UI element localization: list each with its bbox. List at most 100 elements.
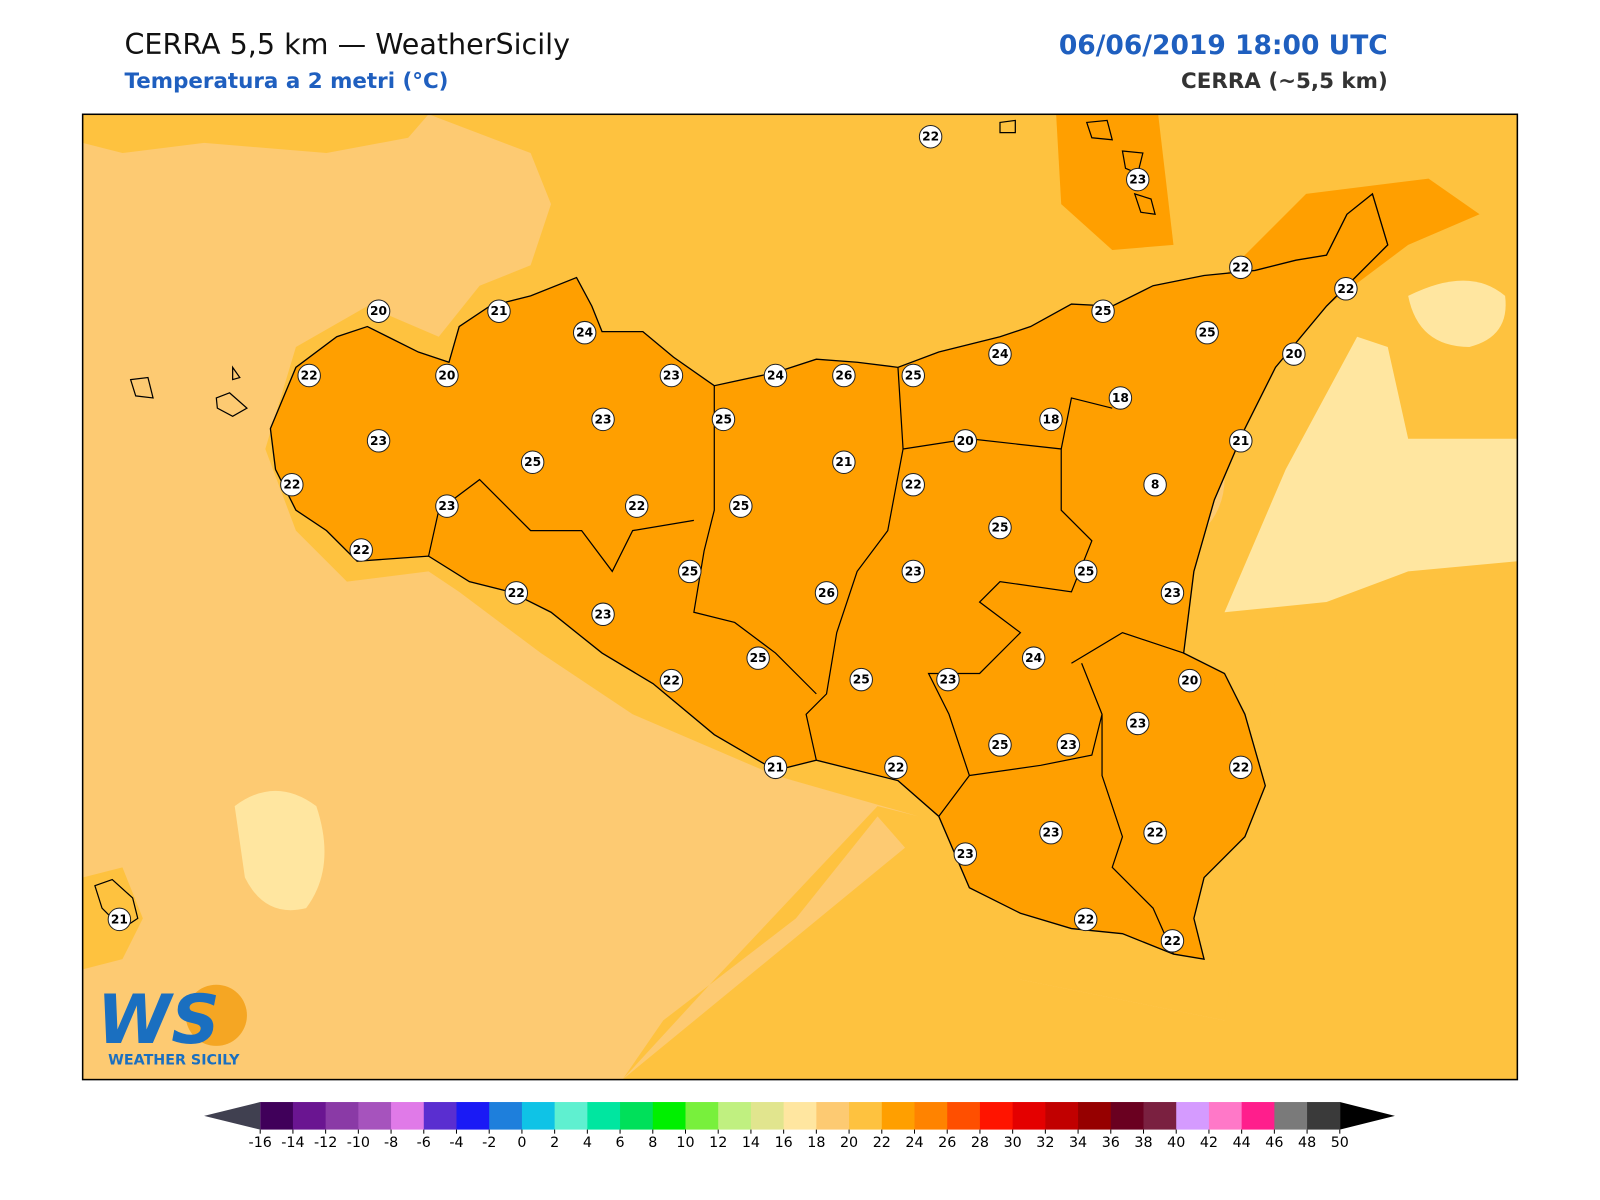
colorbar-tick-label: 10 [676,1135,694,1151]
station-marker [1073,559,1098,584]
logo-sun [185,984,247,1046]
station: 25 [901,363,925,388]
station-marker [1021,646,1046,670]
colorbar-tick-label: 42 [1200,1135,1218,1151]
colorbar-tick-label: 18 [807,1135,825,1151]
station-marker [520,450,545,474]
station-value: 20 [438,369,455,383]
colorbar-segment [1110,1102,1145,1130]
station-marker [988,515,1012,540]
station-marker [729,494,753,518]
station-value: 25 [1077,564,1094,578]
station: 23 [591,602,615,627]
station-value: 21 [490,304,507,318]
station-marker [936,667,960,692]
station: 23 [659,363,684,388]
station-marker [625,494,649,518]
colorbar-segment [358,1102,392,1130]
logo-text: WEATHER SICILY [108,1052,240,1068]
station-marker [1229,755,1253,780]
station: 23 [366,429,391,453]
map-frame [81,113,1519,1081]
date: 06/06/2019 18:00 UTC [1059,30,1388,61]
colorbar-tick-label: 40 [1167,1135,1185,1151]
station-value: 23 [1129,173,1146,187]
station: 22 [504,581,529,605]
station-value: 22 [353,543,370,557]
station-value: 22 [283,478,300,492]
station-value: 25 [732,499,749,513]
station-value: 26 [835,369,852,383]
station-marker [435,363,459,388]
station: 18 [1108,386,1133,410]
station-marker [659,363,684,388]
station-value: 24 [576,326,593,340]
colorbar-tick-label: 36 [1102,1135,1120,1151]
colorbar-tick-label: 48 [1298,1135,1316,1151]
station-marker [1229,429,1253,453]
station: 21 [832,450,856,474]
station-value: 21 [835,455,852,469]
station-marker [1056,733,1081,757]
station-marker [953,429,978,453]
station: 21 [763,755,788,780]
station: 25 [988,515,1012,540]
colorbar-segment [718,1102,752,1130]
station: 22 [280,472,304,497]
station-value: 25 [750,651,767,665]
colorbar-tick-label: 20 [840,1135,858,1151]
station-marker [1108,386,1133,410]
station: 22 [1229,755,1253,780]
station-marker [1160,581,1185,605]
station: 25 [746,646,770,670]
colorbar-segment [423,1102,458,1130]
stations: 22 23 22 22 25 25 20 20 21 24 22 20 23 24 26 25 24 18 18 20… [107,125,1358,953]
station-value: 20 [957,434,974,448]
station-value: 23 [1129,716,1146,730]
colorbar-segment [1078,1102,1112,1130]
colorbar-tick-label: 44 [1233,1135,1251,1151]
colorbar-tick-label: 14 [742,1135,760,1151]
station-value: 22 [508,586,525,600]
station-marker [1160,929,1185,953]
station: 25 [1073,559,1098,584]
colorbar-segment [1143,1102,1177,1130]
colorbar-segment [750,1102,785,1130]
station-value: 20 [1181,674,1198,688]
station: 25 [1091,299,1115,323]
station-value: 26 [818,586,835,600]
station: 22 [349,538,373,562]
station-value: 18 [1043,412,1060,426]
station-marker [988,342,1012,366]
station-value: 25 [1199,326,1216,340]
station: 24 [1021,646,1046,670]
station-marker [832,363,856,388]
station-marker [711,407,736,432]
logo-mark: WS [97,980,220,1059]
station-value: 23 [957,847,974,861]
colorbar-tick-label: 8 [648,1135,657,1151]
station: 22 [1073,907,1098,932]
station: 18 [1039,407,1063,432]
station: 23 [1126,167,1150,192]
station-value: 25 [853,673,870,687]
colorbar-tick-label: 46 [1265,1135,1283,1151]
colorbar-segment [1176,1102,1210,1130]
colorbar-tick-label: 30 [1004,1135,1022,1151]
station: 20 [1282,342,1306,366]
station-marker [349,538,373,562]
station-marker [901,559,925,584]
station-value: 23 [595,412,612,426]
station-marker [1073,907,1098,932]
station: 20 [366,299,391,323]
colorbar-tick-label: -12 [314,1135,337,1151]
colorbar-segment [849,1102,883,1130]
station-value: 25 [524,455,541,469]
station-value: 25 [905,369,922,383]
station-value: 22 [663,674,680,688]
station-marker [591,407,615,432]
station-value: 25 [1095,304,1112,318]
colorbar-tick-label: 28 [971,1135,989,1151]
station: 23 [1126,711,1150,736]
station: 25 [849,667,873,692]
